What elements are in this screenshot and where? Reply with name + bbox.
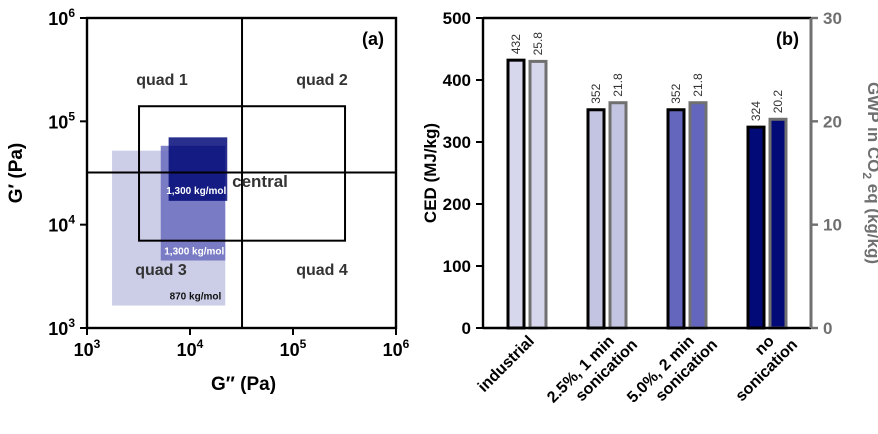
y2-tick-label: 0 (823, 319, 832, 338)
bar (746, 125, 766, 330)
bar-data-label: 21.8 (611, 73, 625, 97)
y2-tick-label: 30 (823, 9, 842, 28)
x-tick-label: 103 (74, 337, 101, 360)
region-label: 1,300 kg/mol (164, 247, 224, 258)
y2-tick-label: 10 (823, 216, 842, 235)
y-tick-label: 104 (48, 213, 75, 236)
x-category-label: industrial (475, 333, 538, 396)
x-category-label: 2.5%, 1 minsonication (544, 323, 641, 420)
region-rect (168, 137, 228, 201)
x-category-label: 5.0%, 2 minsonication (624, 323, 721, 420)
region-label: 870 kg/mol (170, 292, 222, 303)
bar (768, 117, 788, 330)
plot-frame (85, 16, 398, 330)
x-tick-label: 106 (383, 337, 410, 360)
quadrant-label: quad 1 (136, 72, 188, 89)
y-tick-label: 106 (48, 6, 75, 29)
y2-tick-label: 20 (823, 112, 842, 131)
quadrant-label: quad 2 (296, 72, 348, 89)
y-tick-label: 400 (443, 71, 471, 90)
quadrant-label: quad 3 (135, 262, 187, 279)
y2-axis-label: GWP in CO2 eq (kg/kg) (860, 82, 878, 264)
region-label: 1,300 kg/mol (166, 186, 226, 197)
y-tick-label: 300 (443, 133, 471, 152)
bar-data-label: 21.8 (691, 73, 705, 97)
x-tick-label: 105 (280, 337, 307, 360)
bar (666, 108, 686, 330)
y-tick-label: 0 (462, 319, 471, 338)
bar-data-label: 25.8 (531, 32, 545, 56)
bar (506, 58, 526, 330)
bar (528, 59, 548, 330)
y-tick-label: 500 (443, 9, 471, 28)
bar-data-label: 20.2 (771, 90, 785, 114)
bar-data-label: 432 (509, 34, 523, 54)
bar-data-label: 352 (669, 83, 683, 103)
y-tick-label: 100 (443, 257, 471, 276)
panel-label-b: (b) (776, 29, 799, 49)
x-category-label: nosonication (719, 323, 801, 405)
bar-data-label: 324 (749, 101, 763, 121)
bar-data-label: 352 (589, 83, 603, 103)
central-label: central (232, 172, 288, 191)
panel-a: 870 kg/mol 1,300 kg/mol 1,300 kg/mol quad 1… (6, 6, 410, 395)
panel-label-a: (a) (362, 29, 384, 49)
x-tick-label: 104 (177, 337, 204, 360)
y-tick-label: 105 (48, 109, 75, 132)
y-axis-label: CED (MJ/kg) (421, 123, 440, 223)
y-tick-label: 103 (48, 316, 75, 339)
bar (688, 101, 708, 330)
y-tick-label: 200 (443, 195, 471, 214)
y-axis-label: G′ (Pa) (6, 143, 27, 204)
x-axis-label: G″ (Pa) (211, 374, 276, 395)
bar (608, 101, 628, 330)
quadrant-label: quad 4 (296, 262, 348, 279)
bar (586, 108, 606, 330)
